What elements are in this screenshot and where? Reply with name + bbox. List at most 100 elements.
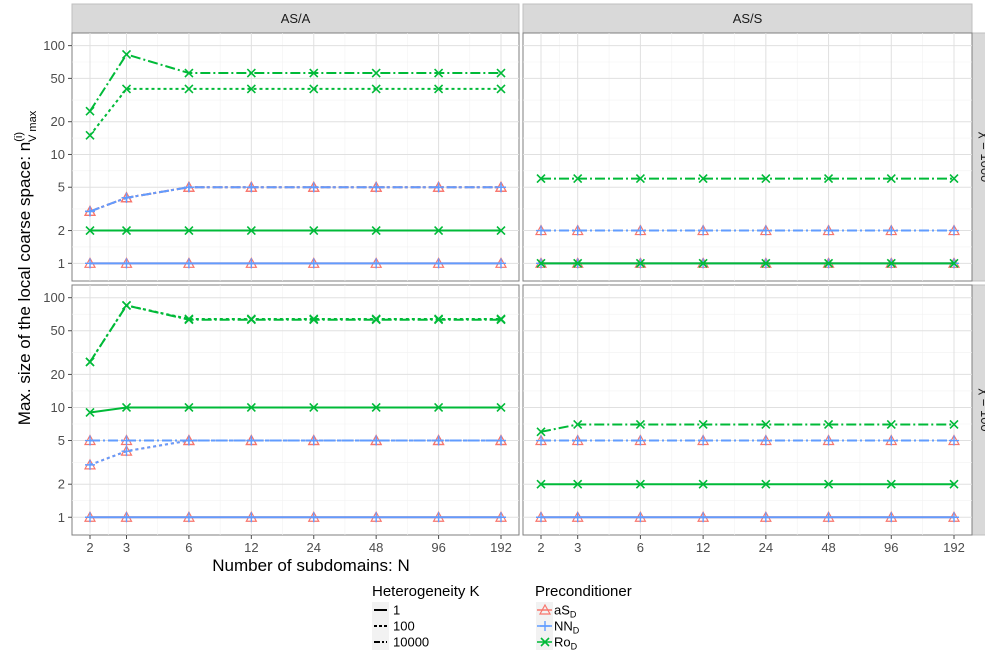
point-marker-plus bbox=[433, 258, 444, 269]
point-marker-plus bbox=[183, 258, 194, 269]
point-marker-plus bbox=[536, 512, 546, 523]
point-marker-plus bbox=[572, 512, 583, 523]
point-marker-plus bbox=[308, 182, 319, 193]
y-tick-label: 10 bbox=[51, 400, 65, 415]
panels-layer: AS/AAS/Sχ = 1000χ = 10012510205010012510… bbox=[43, 3, 985, 555]
point-marker-plus bbox=[121, 446, 132, 457]
series-line-Ro_D-K10000 bbox=[89, 304, 501, 363]
legend-heterogeneity-label: 10000 bbox=[393, 635, 429, 650]
point-marker-cross bbox=[434, 315, 444, 325]
point-marker-cross bbox=[573, 174, 583, 184]
panel bbox=[71, 284, 520, 536]
point-marker-plus bbox=[760, 512, 771, 523]
point-marker-cross bbox=[496, 68, 506, 78]
point-marker-plus bbox=[371, 435, 382, 446]
column-strip-label: AS/S bbox=[733, 11, 763, 26]
point-marker-cross bbox=[309, 68, 319, 78]
point-marker-cross bbox=[85, 106, 95, 116]
point-marker-cross bbox=[121, 300, 132, 311]
point-marker-cross bbox=[246, 315, 256, 325]
series-line-Ro_D-K1 bbox=[89, 406, 501, 414]
point-marker-cross bbox=[536, 174, 546, 184]
point-marker-cross bbox=[496, 84, 506, 94]
y-tick-label: 100 bbox=[43, 38, 65, 53]
point-marker-plus bbox=[886, 225, 897, 236]
x-tick-label: 48 bbox=[369, 540, 383, 555]
y-tick-label: 50 bbox=[51, 71, 65, 86]
panel bbox=[71, 32, 520, 282]
point-marker-plus bbox=[183, 435, 194, 446]
point-marker-cross bbox=[823, 174, 834, 184]
point-marker-plus bbox=[371, 258, 382, 269]
point-marker-plus bbox=[949, 512, 959, 523]
point-marker-plus bbox=[496, 182, 506, 193]
point-marker-plus bbox=[886, 435, 897, 446]
point-marker-cross bbox=[949, 174, 959, 184]
panel-border bbox=[71, 284, 520, 536]
y-tick-label: 5 bbox=[58, 433, 65, 448]
x-tick-label: 96 bbox=[431, 540, 445, 555]
legend-preconditioner-label: NND bbox=[554, 619, 580, 636]
point-marker-cross bbox=[823, 419, 834, 430]
panel-border bbox=[522, 284, 973, 536]
point-marker-plus bbox=[949, 435, 959, 446]
point-marker-cross bbox=[85, 357, 95, 367]
y-axis-title: Max. size of the local coarse space: n(i… bbox=[13, 110, 39, 425]
point-marker-cross bbox=[371, 315, 381, 325]
x-tick-label: 24 bbox=[759, 540, 773, 555]
point-marker-plus bbox=[85, 258, 95, 269]
point-marker-cross bbox=[371, 402, 381, 413]
point-marker-plus bbox=[572, 225, 583, 236]
point-marker-cross bbox=[434, 84, 444, 94]
point-marker-cross bbox=[246, 84, 256, 94]
x-tick-label: 24 bbox=[307, 540, 321, 555]
point-marker-plus bbox=[760, 225, 771, 236]
x-tick-label: 12 bbox=[244, 540, 258, 555]
x-tick-label: 3 bbox=[123, 540, 130, 555]
point-marker-cross bbox=[85, 130, 95, 140]
point-marker-cross bbox=[434, 225, 444, 236]
point-marker-plus bbox=[121, 258, 132, 269]
point-marker-cross bbox=[573, 258, 583, 268]
x-tick-label: 192 bbox=[943, 540, 965, 555]
point-marker-plus bbox=[121, 435, 132, 446]
point-marker-plus bbox=[496, 258, 506, 269]
point-marker-cross bbox=[886, 258, 896, 268]
x-tick-label: 96 bbox=[884, 540, 898, 555]
point-marker-plus bbox=[246, 182, 257, 193]
x-tick-label: 12 bbox=[696, 540, 710, 555]
point-marker-cross bbox=[635, 174, 645, 184]
point-marker-cross bbox=[184, 315, 194, 325]
point-marker-cross bbox=[309, 402, 319, 413]
y-tick-label: 1 bbox=[58, 256, 65, 271]
y-tick-label: 5 bbox=[58, 180, 65, 195]
point-marker-cross bbox=[184, 402, 194, 413]
point-marker-cross bbox=[761, 174, 771, 184]
panel-border bbox=[522, 32, 973, 282]
point-marker-plus bbox=[246, 512, 257, 523]
series-line-NN_D-K10000 bbox=[89, 186, 501, 213]
point-marker-cross bbox=[761, 419, 771, 430]
point-marker-cross bbox=[309, 315, 319, 325]
point-marker-plus bbox=[85, 459, 95, 470]
point-marker-cross bbox=[886, 479, 896, 489]
y-axis-title-subscript: V max bbox=[27, 110, 39, 142]
point-marker-cross bbox=[949, 419, 959, 430]
point-marker-plus bbox=[121, 512, 132, 523]
point-marker-plus bbox=[886, 512, 897, 523]
point-marker-plus bbox=[85, 512, 95, 523]
point-marker-plus bbox=[572, 435, 583, 446]
point-marker-cross bbox=[371, 84, 381, 94]
x-tick-label: 6 bbox=[637, 540, 644, 555]
point-marker-cross bbox=[309, 84, 319, 94]
point-marker-cross bbox=[184, 84, 194, 94]
point-marker-cross bbox=[886, 174, 896, 184]
x-tick-label: 192 bbox=[490, 540, 512, 555]
point-marker-cross bbox=[823, 479, 834, 489]
legend-marker-cross bbox=[540, 637, 550, 647]
point-marker-plus bbox=[371, 182, 382, 193]
y-tick-label: 50 bbox=[51, 323, 65, 338]
point-marker-cross bbox=[121, 402, 132, 413]
point-marker-cross bbox=[949, 258, 959, 268]
